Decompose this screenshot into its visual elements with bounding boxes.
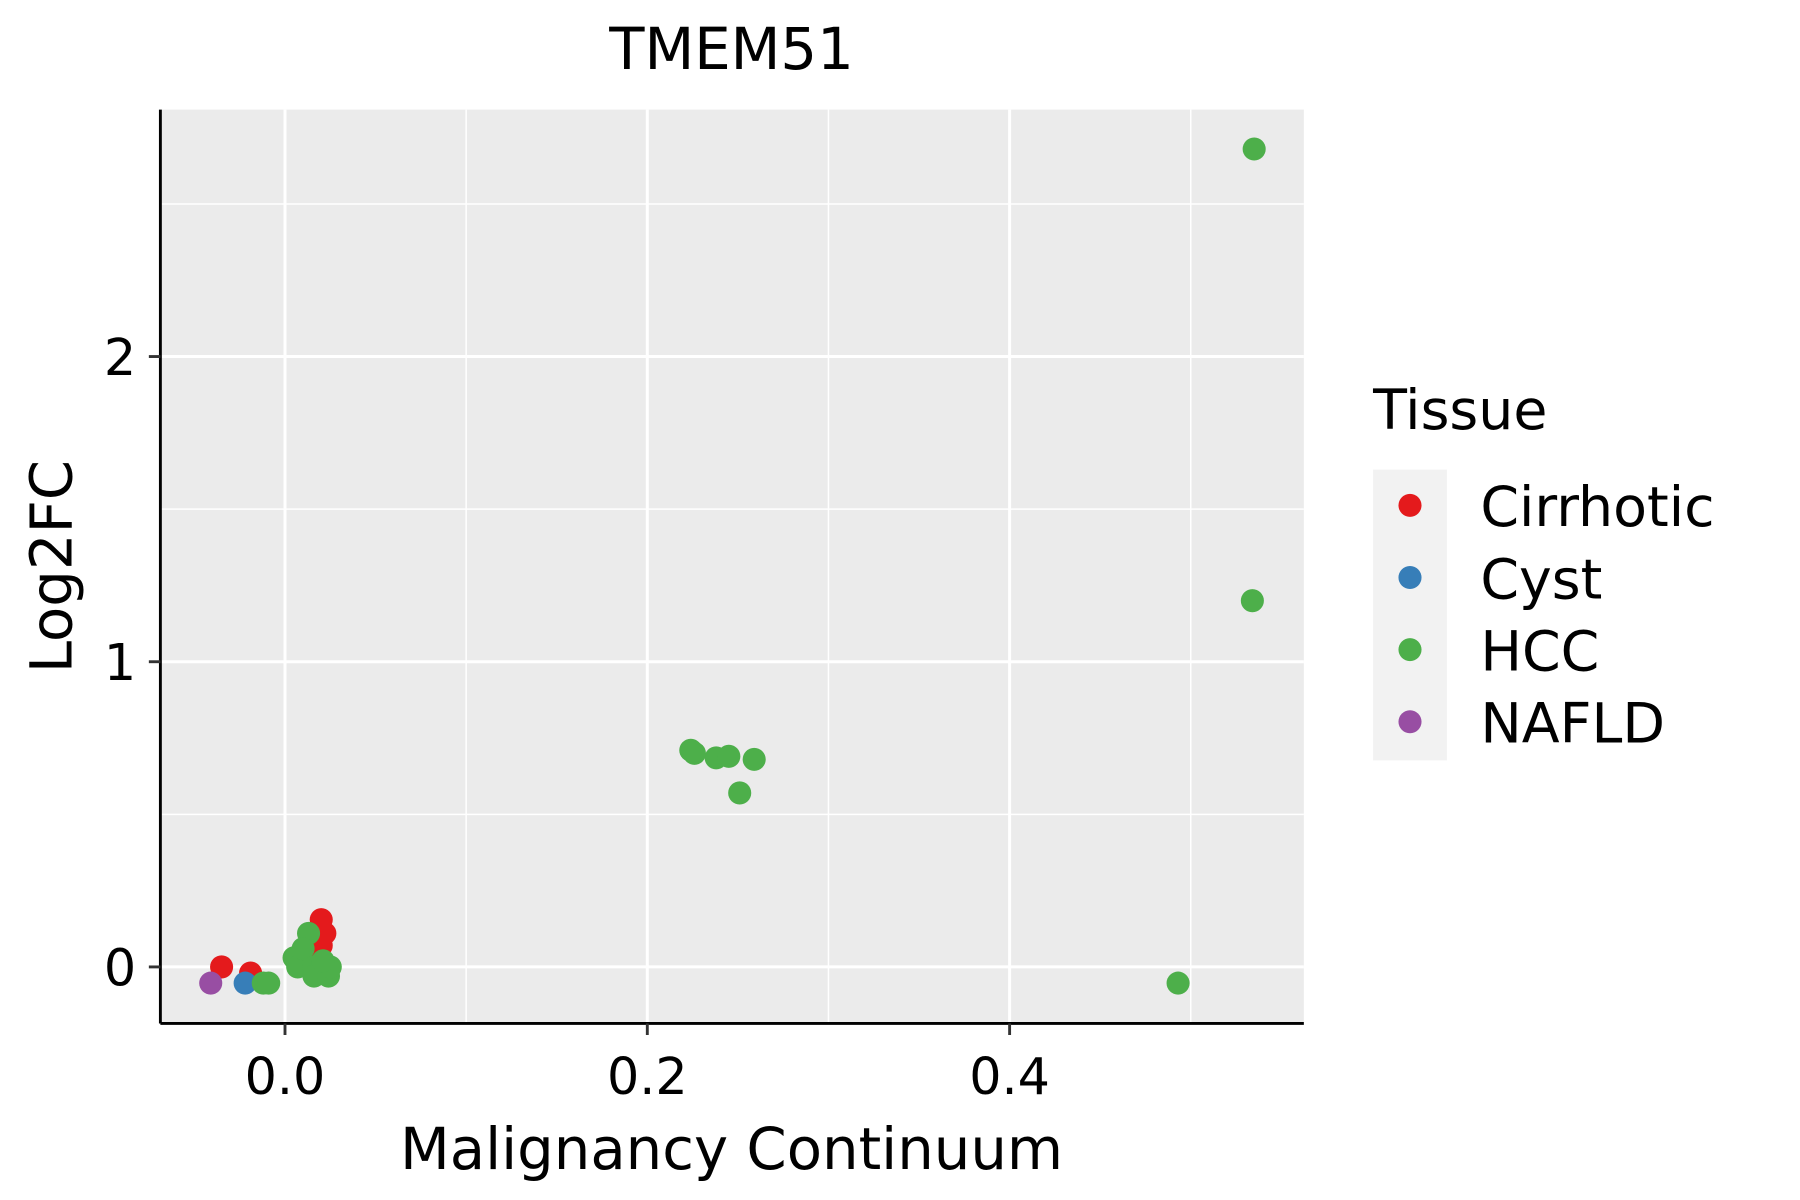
axis-ticks: 0.0 0.2 0.4 0 1 2 [104,328,1050,1106]
point-hcc [682,741,706,765]
x-tick-label: 0.4 [969,1047,1050,1106]
x-tick-label: 0.2 [607,1047,688,1106]
point-cyst [233,971,257,995]
legend-label: NAFLD [1480,693,1665,757]
legend-key-cirrhotic [1398,493,1422,517]
x-tick-label: 0.0 [245,1047,326,1106]
data-points [199,137,1266,995]
point-hcc [1166,971,1190,995]
legend-label: HCC [1480,620,1599,684]
legend-label: Cirrhotic [1480,476,1714,540]
y-axis-label: Log2FC [18,460,86,673]
legend-key-cyst [1398,565,1422,590]
legend-title: Tissue [1372,379,1547,443]
point-nafld [199,971,223,995]
point-hcc [1240,589,1264,613]
y-tick-label: 0 [104,938,136,997]
point-hcc [257,971,281,995]
point-cirrhotic [210,955,234,979]
point-hcc [1242,137,1266,161]
y-tick-label: 2 [104,328,136,387]
legend-key-nafld [1398,710,1422,734]
point-hcc [717,744,741,768]
legend-key-hcc [1398,638,1422,662]
x-axis-label: Malignancy Continuum [400,1115,1063,1183]
y-tick-label: 1 [104,633,136,692]
legend: Tissue Cirrhotic Cyst HCC NAFLD [1372,379,1715,761]
point-hcc [291,937,315,961]
grid-lines [160,109,1304,1024]
point-hcc [728,781,752,805]
point-hcc [742,747,766,771]
plot-panel [160,109,1304,1024]
legend-label: Cyst [1480,548,1602,612]
chart-title: TMEM51 [608,15,854,83]
point-hcc [311,949,335,973]
